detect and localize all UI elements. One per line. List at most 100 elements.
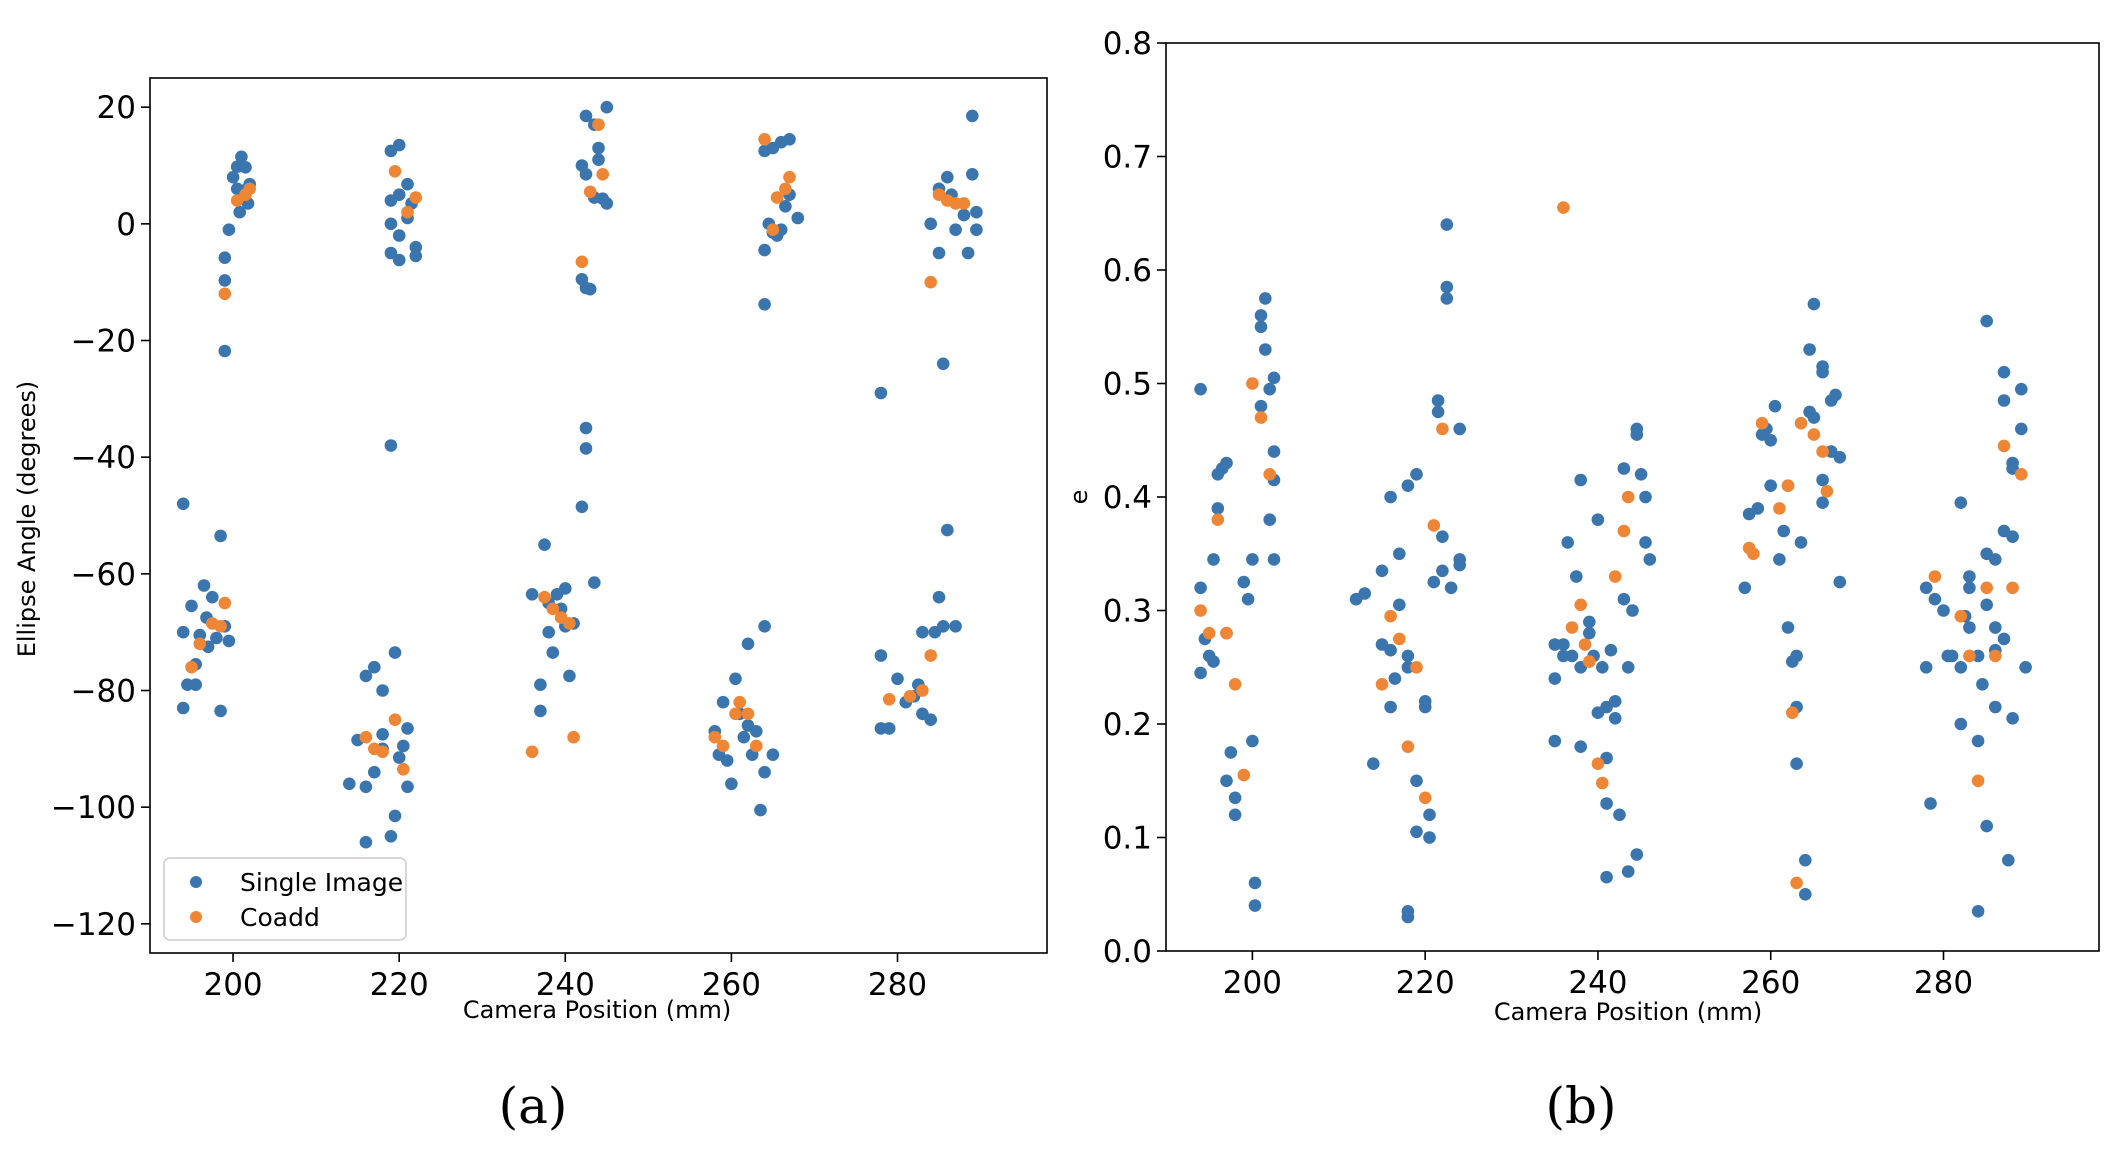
panel-a-single-image-point — [525, 588, 539, 601]
panel-a-coadd-point — [218, 596, 232, 610]
panel-a-single-image-point — [534, 704, 547, 718]
panel-b-y-tick-label: 0.2 — [1103, 707, 1152, 743]
panel-b-coadd-point — [1989, 649, 2002, 663]
panel-a-single-image-point — [189, 678, 202, 691]
panel-a-coadd-point — [567, 730, 580, 744]
panel-a-coadd-point — [596, 168, 609, 181]
panel-b-coadd-point — [1963, 649, 1976, 663]
panel-a-single-image-point — [534, 678, 547, 691]
panel-a-x-tick-label: 240 — [536, 967, 595, 1003]
panel-b-coadd-point — [1997, 439, 2011, 453]
panel-a-single-image-point — [384, 439, 398, 452]
panel-a-axes-frame — [149, 77, 1048, 954]
panel-a-single-image-point — [779, 200, 792, 213]
panel-a-y-tick-label: −80 — [71, 674, 136, 710]
panel-a-single-image-point — [206, 590, 219, 604]
panel-a-single-image-point — [750, 725, 763, 738]
panel-a-single-image-point — [583, 282, 597, 296]
panel-a-coadd-point — [583, 185, 597, 199]
panel-b-single-image-point — [1548, 734, 1562, 748]
panel-a-y-tick-label: −100 — [51, 790, 136, 826]
panel-a-coadd-point — [185, 660, 198, 674]
panel-b-single-image-point — [1436, 530, 1449, 543]
panel-b-single-image-point — [1453, 422, 1466, 436]
panel-a-single-image-point — [758, 298, 771, 311]
panel-b-coadd-point — [1220, 626, 1233, 640]
panel-a-coadd-point — [957, 197, 971, 210]
panel-b-single-image-point — [1989, 621, 2002, 634]
panel-b-single-image-point — [1410, 774, 1423, 788]
panel-b-single-image-point — [1388, 672, 1402, 685]
panel-a-single-image-point — [392, 751, 406, 764]
panel-a-single-image-point — [343, 777, 356, 791]
panel-a-single-image-point — [222, 634, 236, 648]
panel-b-single-image-point — [1267, 445, 1281, 458]
panel-b-single-image-point — [1431, 405, 1445, 419]
panel-b-single-image-point — [1207, 553, 1220, 566]
panel-a-coadd-point — [193, 637, 207, 651]
panel-a-single-image-point — [235, 150, 248, 164]
panel-b-single-image-point — [1997, 365, 2011, 379]
panel-b-label: (b) — [1545, 1077, 1616, 1135]
panel-a-single-image-point — [766, 748, 780, 761]
panel-a-single-image-point — [600, 100, 614, 114]
panel-b-single-image-point — [1583, 615, 1596, 629]
panel-b-coadd-point — [1971, 774, 1985, 788]
panel-a-single-image-point — [542, 625, 555, 639]
panel-b-single-image-point — [1989, 553, 2002, 566]
legend-single-marker — [190, 876, 202, 888]
panel-b-single-image-point — [1423, 808, 1436, 822]
panel-a-y-tick-label: −120 — [51, 907, 136, 943]
panel-b-single-image-point — [1617, 462, 1631, 475]
panel-a-coadd-point — [401, 205, 414, 219]
panel-b-single-image-point — [1790, 649, 1803, 663]
panel-b-y-tick-label: 0.3 — [1103, 594, 1152, 630]
panel-b-coadd-point — [1578, 638, 1592, 651]
panel-b-single-image-point — [1945, 649, 1959, 663]
panel-a-single-image-point — [538, 538, 551, 551]
panel-b-single-image-point — [1220, 774, 1233, 788]
panel-b-single-image-point — [1548, 672, 1562, 685]
panel-a-single-image-point — [368, 660, 381, 674]
panel-b-single-image-point — [2015, 382, 2028, 396]
panel-a-single-image-point — [384, 246, 398, 260]
panel-a-single-image-point — [384, 194, 398, 207]
panel-a-coadd-point — [538, 590, 551, 604]
panel-a-single-image-point — [388, 809, 402, 823]
panel-a-single-image-point — [218, 251, 232, 264]
panel-b-coadd-point — [1418, 791, 1432, 805]
panel-b-coadd-point — [1375, 678, 1389, 691]
panel-b-coadd-point — [1980, 581, 1993, 595]
panel-b-single-image-point — [1570, 570, 1583, 583]
panel-a-legend: Single Image Coadd — [163, 857, 407, 941]
panel-a-coadd-point — [770, 191, 784, 204]
panel-a-single-image-point — [214, 704, 227, 718]
panel-a-single-image-point — [936, 357, 950, 371]
panel-b-coadd-point — [1747, 547, 1760, 561]
panel-a-y-tick-label: 0 — [116, 207, 136, 243]
panel-b-coadd-point — [1621, 490, 1635, 504]
panel-a-coadd-point — [376, 745, 389, 759]
panel-b-coadd-point — [1794, 416, 1808, 430]
panel-a-coadd-point — [750, 739, 763, 753]
panel-b-single-image-point — [1246, 734, 1259, 748]
panel-b-single-image-point — [2002, 853, 2015, 867]
panel-a-single-image-point — [210, 631, 223, 645]
panel-a-single-image-point — [376, 728, 389, 741]
panel-b-single-image-point — [2015, 422, 2028, 436]
panel-b-single-image-point — [1773, 553, 1786, 566]
panel-a-single-image-point — [218, 344, 232, 358]
panel-a-single-image-point — [882, 722, 896, 735]
panel-b-y-axis-label: e — [1065, 490, 1093, 505]
panel-b-single-image-point — [1963, 621, 1976, 634]
panel-a-coadd-point — [525, 745, 539, 759]
panel-b-single-image-point — [1410, 825, 1423, 839]
panel-a-single-image-point — [924, 713, 937, 726]
panel-b-single-image-point — [1816, 473, 1829, 487]
panel-b-coadd-point — [2015, 468, 2028, 481]
panel-a-y-tick-label: −40 — [71, 440, 136, 476]
panel-b-single-image-point — [1833, 451, 1847, 464]
panel-b-single-image-point — [1634, 468, 1648, 481]
panel-a-single-image-point — [176, 701, 190, 715]
panel-b-single-image-point — [1393, 547, 1406, 561]
